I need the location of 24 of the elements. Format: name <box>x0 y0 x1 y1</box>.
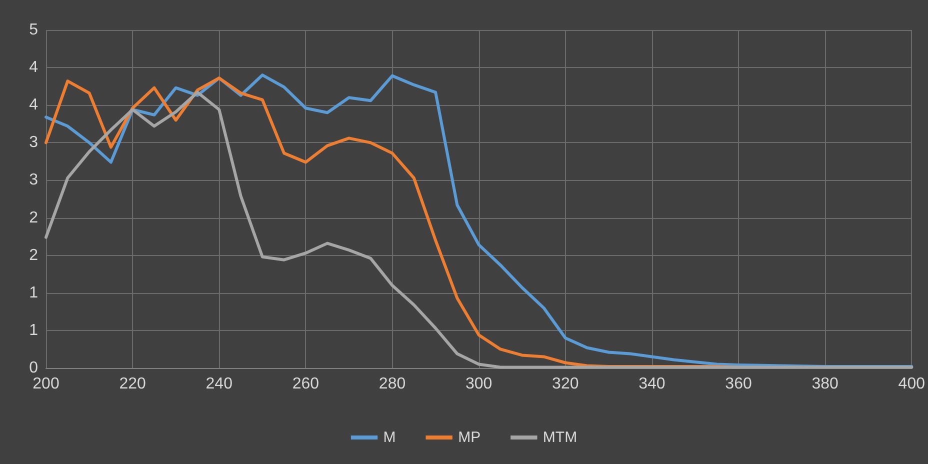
legend-label: MTM <box>542 429 578 446</box>
y-tick-label: 2 <box>29 209 38 226</box>
x-tick-label: 340 <box>638 376 666 392</box>
y-tick-label: 3 <box>29 134 38 152</box>
x-tick-label: 300 <box>465 376 492 392</box>
x-tick-label: 200 <box>32 376 60 392</box>
x-tick-label: 380 <box>812 376 839 392</box>
x-tick-label: 360 <box>725 376 752 392</box>
y-tick-label: 0 <box>29 360 38 376</box>
y-tick-label: 2 <box>29 246 38 264</box>
x-tick-label: 240 <box>206 376 233 392</box>
y-tick-label: 3 <box>29 172 38 189</box>
x-tick-label: 320 <box>552 376 579 392</box>
y-tick-label: 4 <box>29 59 38 76</box>
y-tick-label: 1 <box>29 322 38 339</box>
y-tick-label: 5 <box>29 22 38 38</box>
x-tick-label: 220 <box>119 376 146 392</box>
y-tick-label: 4 <box>29 96 38 114</box>
x-tick-label: 400 <box>898 376 926 392</box>
y-tick-label: 1 <box>29 284 38 302</box>
x-tick-label: 260 <box>292 376 320 392</box>
legend-label: MP <box>458 429 481 446</box>
legend-label: M <box>383 429 396 446</box>
x-tick-label: 280 <box>378 376 406 392</box>
